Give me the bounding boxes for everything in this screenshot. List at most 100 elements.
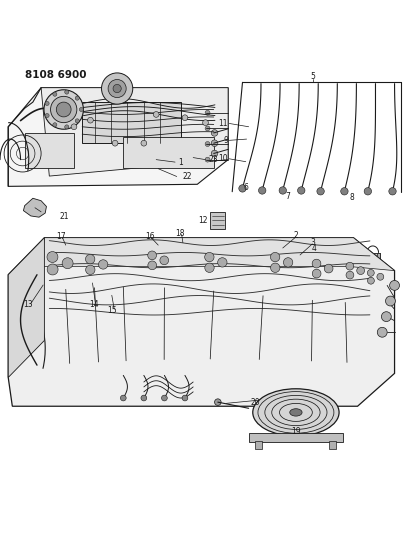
Text: 8: 8 [349, 193, 354, 202]
Text: 1: 1 [178, 158, 183, 167]
Circle shape [367, 270, 374, 276]
Circle shape [182, 115, 188, 120]
Text: 19: 19 [291, 427, 301, 436]
Bar [210, 212, 225, 229]
Circle shape [47, 252, 58, 262]
Circle shape [102, 73, 133, 104]
Circle shape [71, 124, 77, 130]
Ellipse shape [253, 389, 339, 436]
Circle shape [312, 269, 321, 278]
Circle shape [357, 266, 365, 274]
Text: 11: 11 [219, 119, 228, 128]
Circle shape [79, 108, 83, 111]
Bar [377, 253, 380, 263]
Circle shape [85, 265, 95, 274]
Text: 20: 20 [250, 398, 260, 407]
Text: 10: 10 [219, 155, 228, 163]
Circle shape [53, 92, 57, 96]
Polygon shape [8, 238, 395, 406]
Circle shape [346, 262, 354, 270]
Circle shape [218, 257, 227, 267]
Circle shape [284, 257, 293, 267]
Circle shape [141, 395, 147, 401]
Circle shape [205, 157, 210, 162]
Circle shape [162, 395, 167, 401]
Circle shape [324, 264, 333, 273]
Text: 15: 15 [107, 306, 117, 316]
Circle shape [298, 187, 305, 194]
Text: 5: 5 [311, 72, 316, 80]
Circle shape [88, 117, 93, 123]
Circle shape [211, 150, 218, 157]
Bar [255, 441, 262, 449]
Circle shape [386, 296, 395, 306]
Text: 3: 3 [310, 238, 315, 247]
Circle shape [205, 126, 210, 131]
Polygon shape [8, 238, 44, 377]
Circle shape [215, 399, 221, 406]
Circle shape [160, 256, 169, 265]
Circle shape [45, 101, 49, 106]
Circle shape [312, 259, 321, 268]
Circle shape [108, 79, 126, 98]
Text: 18: 18 [175, 229, 185, 238]
Circle shape [389, 188, 396, 195]
Circle shape [367, 277, 374, 284]
Circle shape [341, 188, 348, 195]
Circle shape [120, 395, 126, 401]
Text: 13: 13 [23, 300, 33, 309]
Text: 16: 16 [145, 232, 155, 241]
Circle shape [153, 111, 159, 117]
Circle shape [148, 261, 157, 270]
Circle shape [211, 130, 218, 136]
Polygon shape [8, 88, 228, 187]
Circle shape [346, 271, 354, 279]
Circle shape [45, 114, 49, 118]
Circle shape [47, 264, 58, 275]
Polygon shape [41, 238, 395, 271]
Circle shape [53, 123, 57, 127]
Text: 22: 22 [182, 172, 192, 181]
Circle shape [381, 312, 391, 321]
Bar [82, 102, 181, 143]
Circle shape [239, 185, 246, 192]
Bar [302, 253, 380, 260]
Circle shape [148, 251, 157, 260]
Circle shape [56, 102, 71, 117]
Circle shape [377, 273, 384, 280]
Circle shape [51, 96, 77, 123]
Circle shape [75, 119, 79, 123]
Bar [329, 441, 336, 449]
Circle shape [112, 140, 118, 146]
Circle shape [205, 142, 210, 147]
Circle shape [75, 96, 79, 100]
Bar [302, 253, 305, 263]
Circle shape [182, 395, 188, 401]
Circle shape [211, 140, 218, 147]
Ellipse shape [290, 409, 302, 416]
Polygon shape [41, 88, 228, 176]
Circle shape [270, 253, 280, 262]
Circle shape [205, 253, 214, 262]
Text: 8108 6900: 8108 6900 [25, 70, 86, 80]
Text: 21: 21 [60, 212, 69, 221]
Text: 12: 12 [199, 216, 208, 225]
Circle shape [65, 90, 69, 94]
Text: 4: 4 [312, 244, 316, 253]
Circle shape [205, 263, 214, 272]
Polygon shape [23, 198, 46, 217]
Circle shape [62, 258, 73, 269]
Circle shape [65, 125, 69, 129]
Circle shape [85, 254, 95, 264]
Bar [123, 137, 214, 168]
Circle shape [113, 84, 121, 93]
Text: 2: 2 [293, 231, 298, 240]
Circle shape [364, 188, 372, 195]
Circle shape [203, 120, 208, 126]
Circle shape [279, 187, 286, 194]
Circle shape [99, 260, 108, 269]
Bar [25, 133, 74, 168]
Circle shape [259, 187, 266, 194]
Text: 6: 6 [243, 183, 248, 192]
Text: 23: 23 [209, 155, 219, 164]
